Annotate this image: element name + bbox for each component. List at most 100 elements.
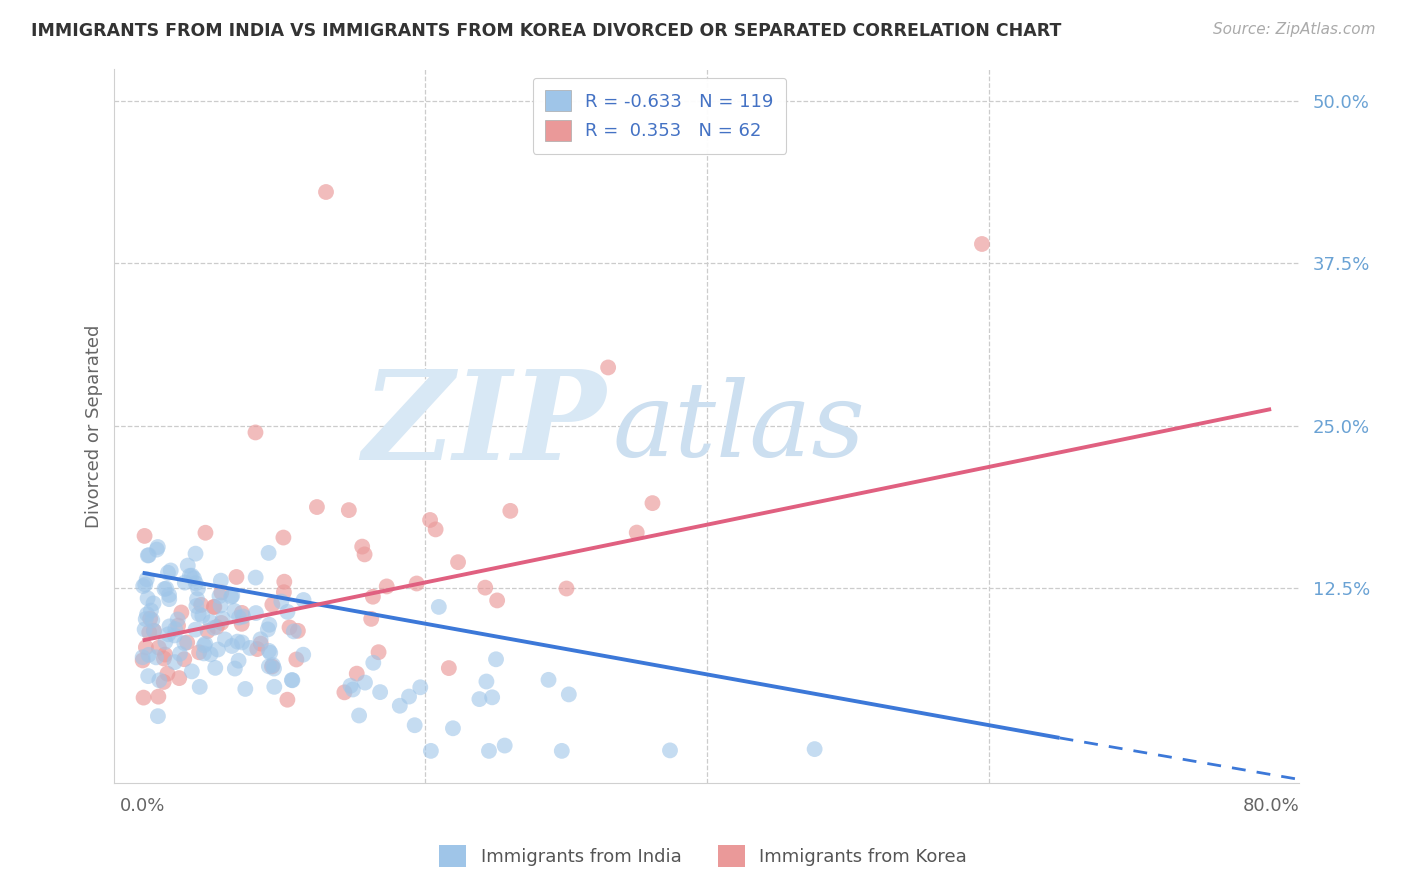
Point — [598, 360, 620, 375]
Point — [200, 615, 222, 629]
Point — [187, 582, 209, 596]
Point — [425, 522, 447, 536]
Point — [499, 504, 522, 518]
Point — [270, 594, 292, 608]
Point — [283, 624, 305, 639]
Point — [259, 646, 281, 660]
Text: IMMIGRANTS FROM INDIA VS IMMIGRANTS FROM KOREA DIVORCED OR SEPARATED CORRELATION: IMMIGRANTS FROM INDIA VS IMMIGRANTS FROM… — [31, 22, 1062, 40]
Point — [292, 648, 315, 662]
Point — [478, 744, 501, 758]
Text: ZIP: ZIP — [363, 365, 606, 487]
Point — [131, 650, 153, 665]
Point — [405, 576, 427, 591]
Text: Source: ZipAtlas.com: Source: ZipAtlas.com — [1212, 22, 1375, 37]
Point — [375, 579, 398, 593]
Point — [145, 542, 167, 557]
Point — [193, 646, 215, 660]
Point — [388, 698, 411, 713]
Point — [419, 744, 441, 758]
Point — [551, 744, 574, 758]
Point — [641, 496, 664, 510]
Point — [156, 666, 179, 681]
Point — [278, 620, 301, 634]
Point — [659, 743, 682, 757]
Point — [352, 540, 374, 554]
Point — [143, 624, 166, 638]
Point — [281, 673, 304, 687]
Point — [249, 632, 271, 647]
Point — [555, 582, 578, 596]
Legend: Immigrants from India, Immigrants from Korea: Immigrants from India, Immigrants from K… — [432, 838, 974, 874]
Point — [135, 572, 157, 586]
Y-axis label: Divorced or Separated: Divorced or Separated — [86, 325, 103, 528]
Point — [494, 739, 516, 753]
Point — [138, 648, 160, 662]
Point — [159, 619, 181, 633]
Point — [361, 590, 384, 604]
Point — [347, 708, 370, 723]
Point — [468, 692, 491, 706]
Point — [163, 655, 186, 669]
Point — [259, 617, 281, 632]
Point — [193, 638, 215, 652]
Point — [170, 606, 193, 620]
Point — [209, 615, 232, 630]
Point — [231, 635, 253, 649]
Point — [135, 612, 157, 626]
Point — [485, 652, 508, 666]
Point — [475, 674, 498, 689]
Point — [197, 624, 219, 638]
Point — [153, 648, 176, 662]
Point — [169, 647, 191, 661]
Point — [132, 579, 155, 593]
Point — [159, 564, 181, 578]
Point — [409, 680, 432, 694]
Point — [184, 576, 207, 591]
Point — [142, 624, 165, 638]
Text: atlas: atlas — [612, 377, 865, 479]
Point — [194, 525, 217, 540]
Point — [224, 604, 246, 618]
Point — [342, 682, 364, 697]
Point — [202, 599, 225, 614]
Point — [165, 622, 187, 636]
Point — [157, 588, 180, 602]
Point — [153, 582, 176, 596]
Point — [134, 577, 156, 591]
Point — [233, 681, 256, 696]
Point — [354, 675, 377, 690]
Point — [153, 651, 176, 665]
Point — [803, 742, 825, 756]
Legend: R = -0.633   N = 119, R =  0.353   N = 62: R = -0.633 N = 119, R = 0.353 N = 62 — [533, 78, 786, 153]
Point — [346, 666, 368, 681]
Point — [202, 621, 225, 635]
Point — [139, 604, 162, 618]
Point — [184, 623, 207, 637]
Point — [441, 721, 464, 735]
Point — [245, 425, 267, 440]
Point — [246, 642, 269, 657]
Point — [226, 634, 249, 648]
Point — [187, 607, 209, 621]
Point — [136, 549, 159, 563]
Point — [209, 599, 232, 613]
Point — [474, 581, 496, 595]
Point — [626, 525, 648, 540]
Point — [245, 571, 267, 585]
Point — [148, 640, 170, 655]
Point — [194, 637, 217, 651]
Point — [273, 531, 295, 545]
Point — [173, 636, 195, 650]
Point — [305, 500, 328, 514]
Point — [221, 589, 243, 603]
Point — [167, 671, 190, 685]
Point — [132, 690, 155, 705]
Point — [219, 590, 242, 604]
Point — [212, 612, 235, 626]
Point — [136, 591, 159, 606]
Point — [136, 607, 159, 622]
Point — [177, 558, 200, 573]
Point — [285, 652, 308, 666]
Point — [180, 568, 202, 582]
Point — [155, 582, 177, 596]
